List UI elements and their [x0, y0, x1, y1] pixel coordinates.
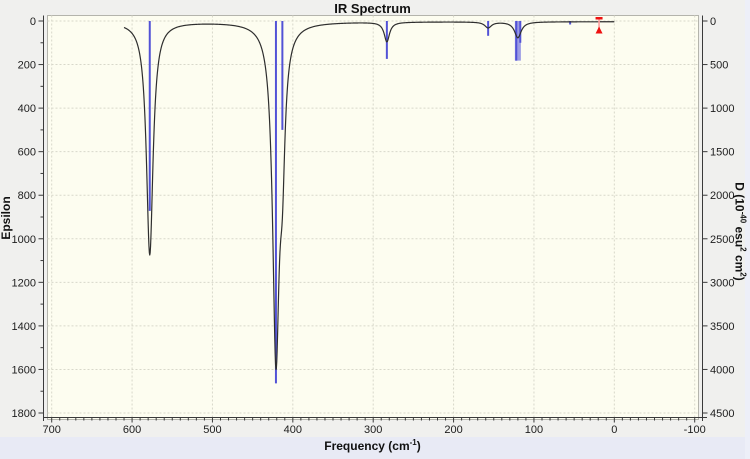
right-tick-label: 3000: [710, 277, 734, 289]
x-tick-label: 600: [123, 424, 141, 436]
right-axis-title-p3: cm: [732, 251, 747, 273]
window-bottom-strip: [0, 437, 750, 459]
x-tick-label: 200: [444, 424, 462, 436]
chart-title: IR Spectrum: [334, 1, 411, 16]
right-tick-label: 500: [710, 60, 728, 72]
right-tick-label: 1000: [710, 103, 734, 115]
x-axis-title-text: Frequency (cm: [324, 439, 410, 453]
x-axis-title-close: ): [416, 439, 421, 453]
left-tick-label: 800: [18, 190, 36, 202]
left-tick-label: 1200: [12, 277, 36, 289]
right-tick-label: 3500: [710, 321, 734, 333]
right-axis-title-p2: esu: [732, 223, 747, 248]
x-tick-label: 300: [364, 424, 382, 436]
epsilon-curve: [123, 21, 615, 371]
right-axis-title-close: ): [732, 276, 747, 281]
x-tick-label: 500: [203, 424, 221, 436]
left-tick-label: 1000: [12, 234, 36, 246]
x-tick-label: 400: [284, 424, 302, 436]
left-tick-label: 1400: [12, 321, 36, 333]
intensity-sticks: [148, 21, 572, 384]
left-tick-label: 1600: [12, 364, 36, 376]
right-tick-label: 2500: [710, 234, 734, 246]
left-tick-label: 200: [18, 60, 36, 72]
x-tick-label: 700: [43, 424, 61, 436]
marker-top-bar[interactable]: [595, 17, 603, 20]
red-range-marker[interactable]: [595, 17, 603, 34]
right-axis-title-sup1: -40: [738, 211, 748, 224]
axes: [38, 15, 708, 423]
window-right-strip: [745, 0, 750, 459]
right-axis-title-p1: D (10: [732, 182, 747, 212]
right-tick-label: 0: [710, 16, 716, 28]
right-tick-label: 2000: [710, 190, 734, 202]
right-tick-label: 4500: [710, 408, 734, 420]
right-axis-title: D (10-40 esu2 cm2): [733, 152, 748, 312]
right-tick-label: 4000: [710, 364, 734, 376]
left-tick-label: 400: [18, 103, 36, 115]
marker-stem[interactable]: [598, 19, 600, 29]
marker-bottom-arrow[interactable]: [595, 26, 603, 34]
left-axis-title: Epsilon: [0, 196, 13, 240]
x-tick-label: 0: [611, 424, 617, 436]
x-axis-title-sup: -1: [409, 438, 417, 447]
gridlines: [47, 15, 699, 420]
left-tick-label: 0: [30, 16, 36, 28]
right-tick-label: 1500: [710, 147, 734, 159]
left-tick-label: 1800: [12, 408, 36, 420]
x-tick-label: 100: [525, 424, 543, 436]
x-axis-title: Frequency (cm-1): [0, 438, 745, 453]
left-tick-label: 600: [18, 147, 36, 159]
x-tick-label: -100: [684, 424, 706, 436]
